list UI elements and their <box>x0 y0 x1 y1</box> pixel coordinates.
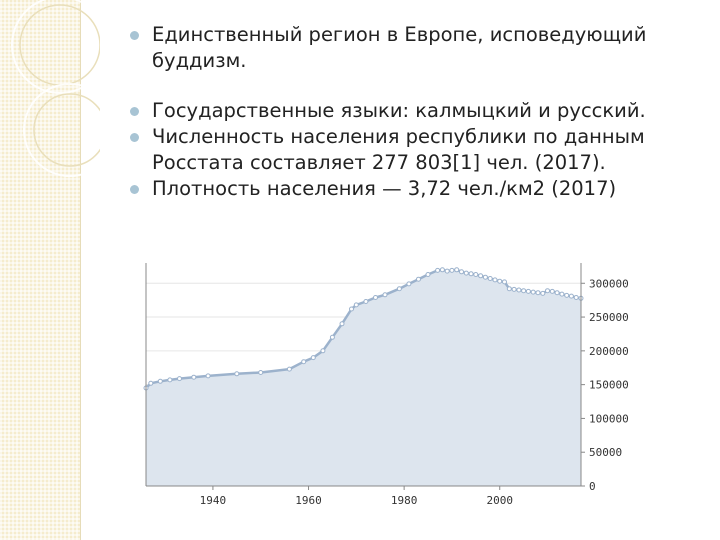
y-tick-label: 200000 <box>589 345 629 358</box>
data-point <box>564 292 570 298</box>
bullet-text: Государственные языки: калмыцкий и русск… <box>152 99 646 122</box>
bullet-dot-icon <box>130 185 139 194</box>
data-point <box>559 291 565 297</box>
data-point <box>502 279 507 285</box>
data-point <box>459 269 464 275</box>
data-point <box>478 273 484 279</box>
bullet-list: Единственный регион в Европе, исповедующ… <box>130 22 690 202</box>
data-point <box>382 292 388 298</box>
bullet-text: Единственный регион в Европе, исповедующ… <box>152 23 647 72</box>
data-point <box>157 378 163 384</box>
bullet-item: Государственные языки: калмыцкий и русск… <box>130 98 690 124</box>
data-point <box>353 302 359 308</box>
data-point <box>234 371 240 377</box>
x-tick-label: 1940 <box>200 494 227 507</box>
data-point <box>301 359 307 365</box>
data-point <box>339 321 345 327</box>
data-point <box>506 286 512 292</box>
y-tick-label: 250000 <box>589 311 629 324</box>
x-tick-label: 2000 <box>486 494 513 507</box>
data-point <box>530 289 536 295</box>
data-point <box>363 299 369 304</box>
data-point <box>516 287 522 293</box>
data-point <box>573 295 579 300</box>
bullet-item: Плотность населения — 3,72 чел./км2 (201… <box>130 176 690 202</box>
decorative-side-strip <box>0 0 81 540</box>
data-point <box>329 334 335 340</box>
data-point <box>425 272 431 277</box>
data-point <box>258 370 264 375</box>
bullet-dot-icon <box>130 31 139 40</box>
x-tick-label: 1980 <box>391 494 418 507</box>
bullet-dot-icon <box>130 107 139 116</box>
y-tick-label: 100000 <box>589 412 629 425</box>
bullet-text: Численность населения республики по данн… <box>152 125 645 174</box>
population-area <box>146 269 581 486</box>
data-point <box>177 376 182 382</box>
data-point <box>549 288 555 294</box>
data-point <box>482 274 488 280</box>
data-point <box>320 348 326 354</box>
decorative-circles <box>11 0 100 177</box>
y-tick-label: 150000 <box>589 379 629 392</box>
data-point <box>435 267 441 273</box>
data-point <box>191 374 197 380</box>
bullet-dot-icon <box>130 133 139 142</box>
data-point <box>463 270 469 276</box>
data-point <box>444 268 450 274</box>
y-tick-label: 50000 <box>589 446 622 459</box>
data-point <box>545 288 550 294</box>
data-point <box>205 373 211 379</box>
data-point <box>568 293 574 299</box>
data-point <box>286 366 292 372</box>
data-point <box>554 290 560 296</box>
data-point <box>167 377 173 383</box>
y-tick-label: 300000 <box>589 277 629 290</box>
population-chart: 0 50000 100000 150000 200000 250000 300000 1940… <box>143 263 629 507</box>
data-point <box>487 276 493 281</box>
data-point <box>497 278 503 284</box>
x-tick-label: 1960 <box>295 494 322 507</box>
data-point <box>406 281 412 287</box>
bullet-text: Плотность населения — 3,72 чел./км2 (201… <box>152 177 617 200</box>
data-point <box>535 290 541 296</box>
data-point <box>468 271 474 277</box>
bullet-item: Единственный регион в Европе, исповедующ… <box>130 22 690 74</box>
data-point <box>349 306 354 312</box>
data-point <box>492 277 498 283</box>
data-point <box>449 267 455 273</box>
data-point <box>454 267 460 273</box>
data-point <box>473 272 479 277</box>
data-point <box>521 288 527 294</box>
data-point <box>540 290 546 296</box>
data-point <box>148 380 154 386</box>
data-point <box>373 295 378 300</box>
data-point <box>439 267 445 273</box>
data-point <box>525 288 531 294</box>
data-point <box>511 286 517 292</box>
bullet-item: Численность населения республики по данн… <box>130 124 690 176</box>
data-point <box>416 276 421 282</box>
data-point <box>396 286 402 292</box>
y-tick-label: 0 <box>589 480 596 493</box>
data-point <box>310 355 316 361</box>
